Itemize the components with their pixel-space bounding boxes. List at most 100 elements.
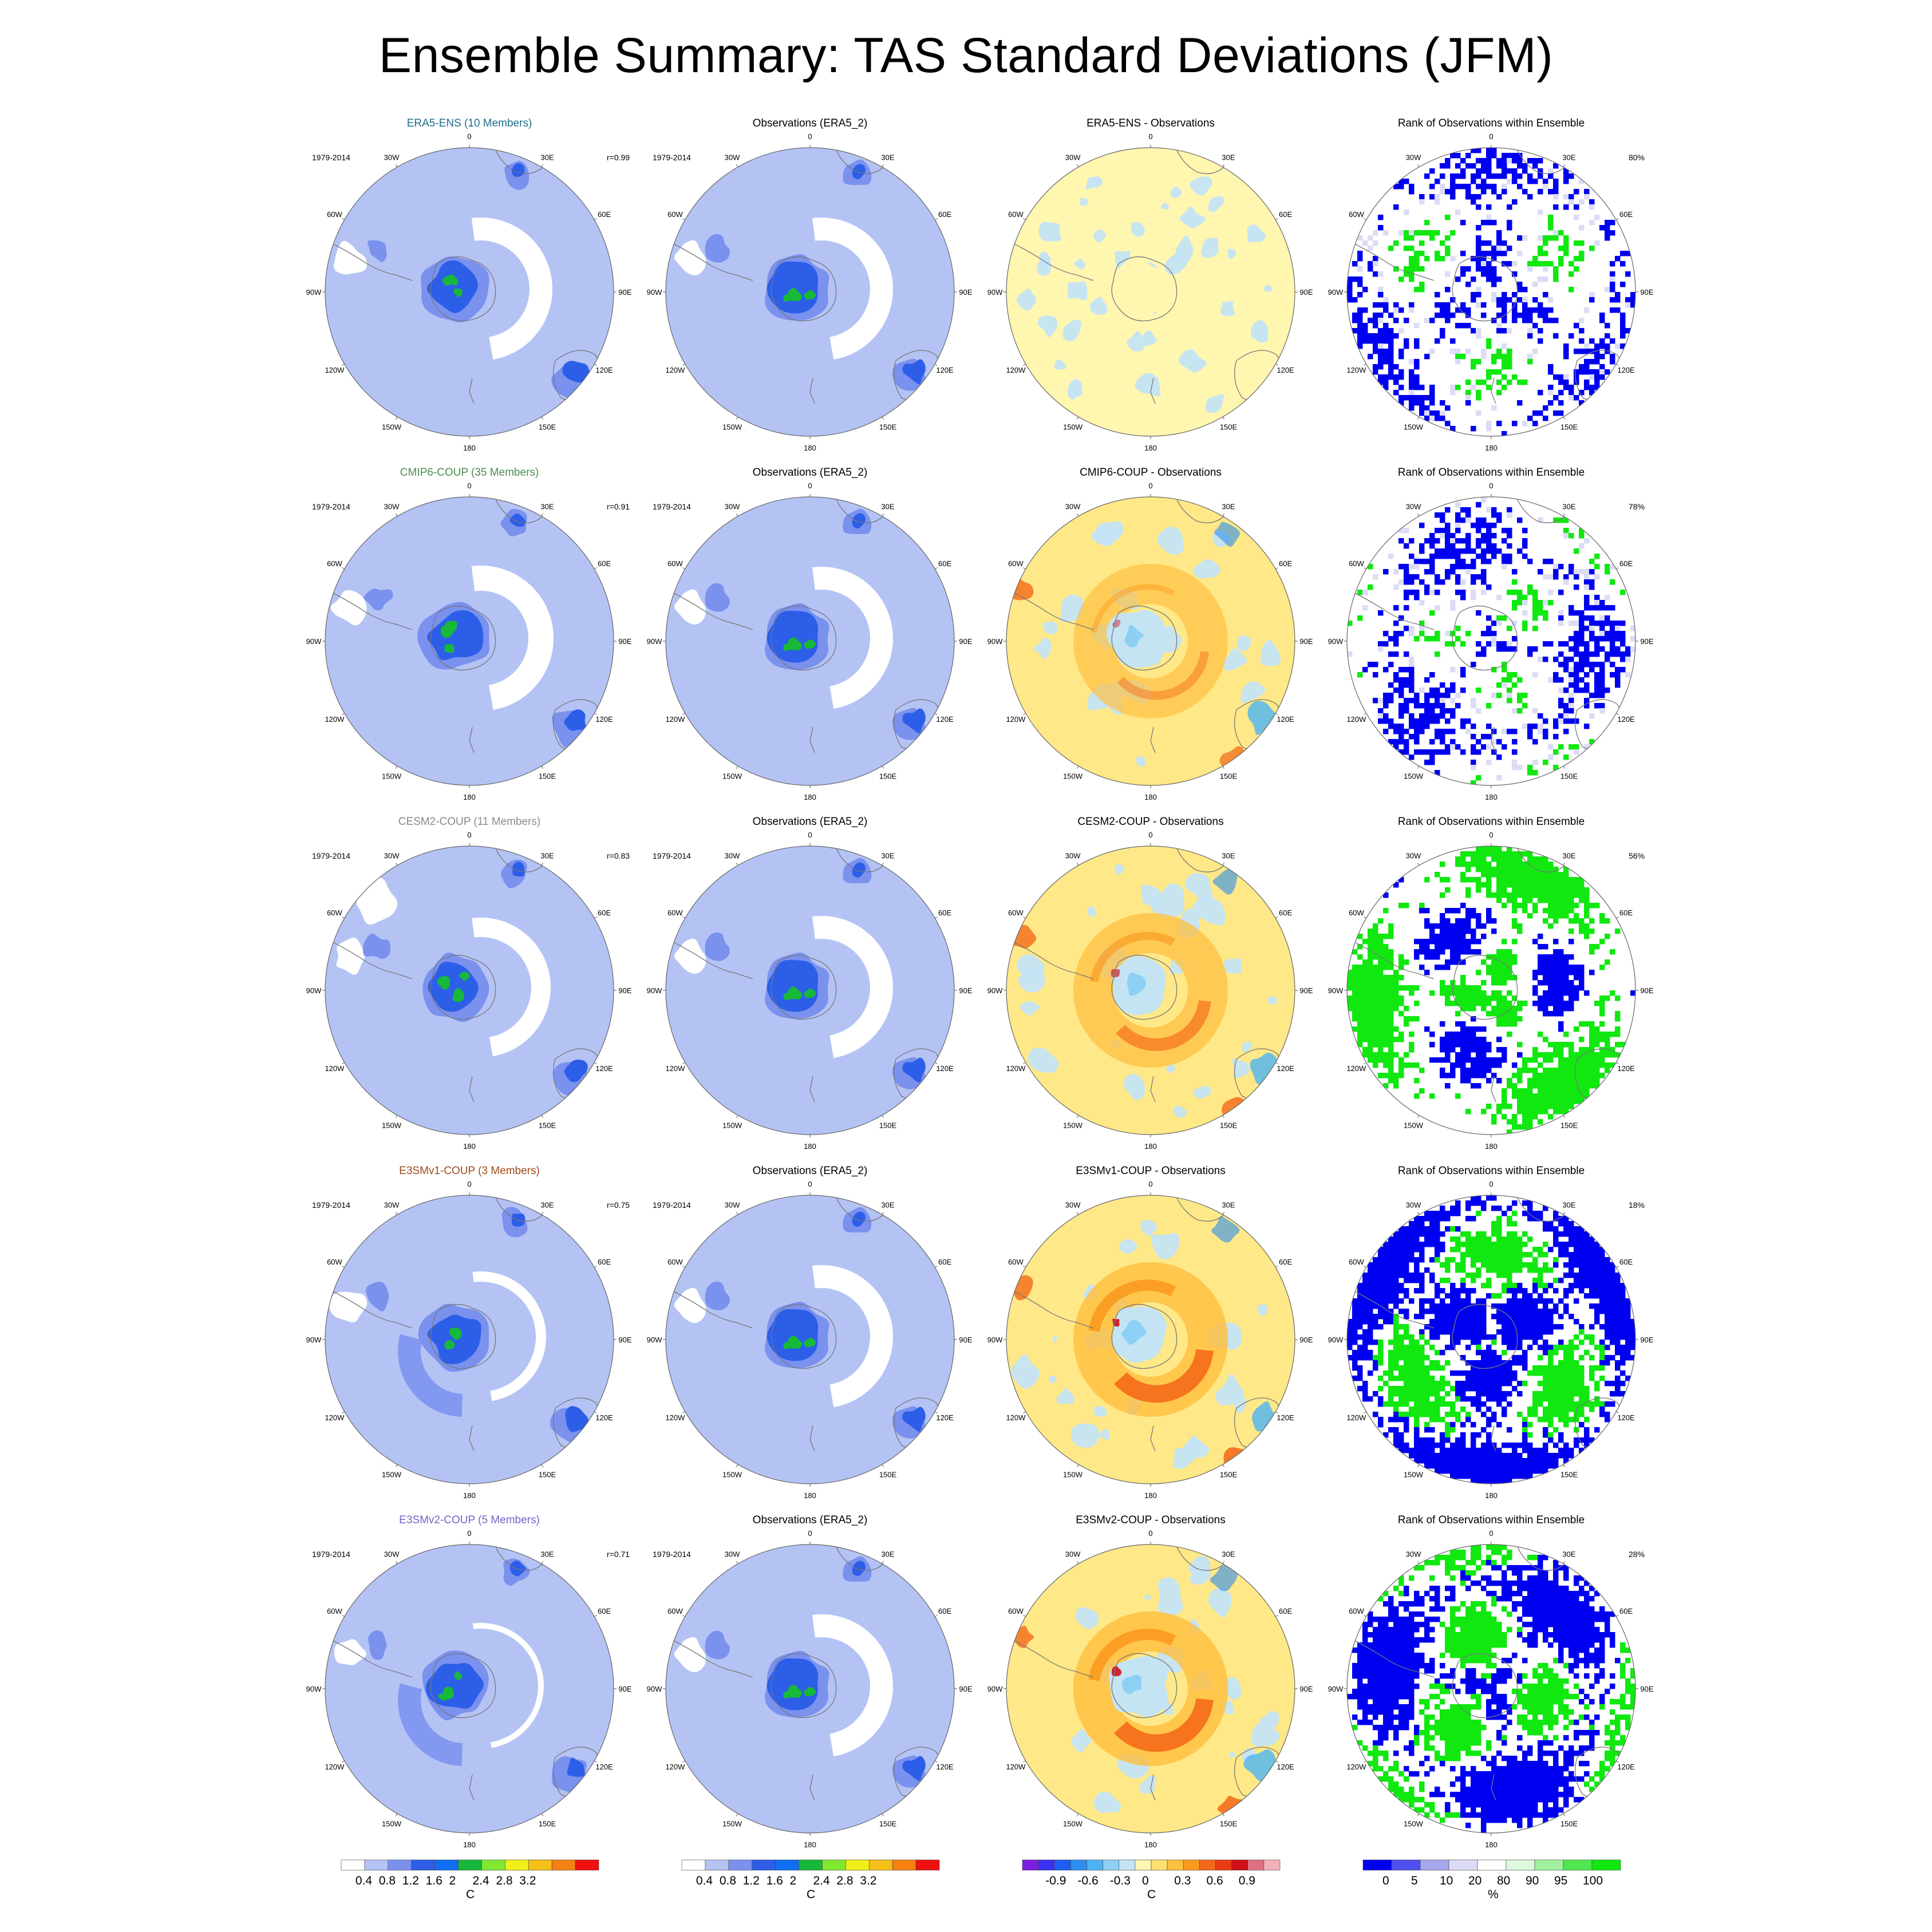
colorbar-swatch bbox=[705, 1859, 729, 1871]
longitude-label: 90E bbox=[618, 288, 631, 297]
longitude-label: 90W bbox=[1328, 288, 1344, 297]
longitude-label: 30W bbox=[725, 502, 740, 511]
colorbar-swatch bbox=[752, 1859, 776, 1871]
colorbar-tick-label: 0 bbox=[1142, 1874, 1149, 1887]
longitude-label: 120E bbox=[595, 1763, 613, 1771]
colorbar-swatch bbox=[551, 1859, 576, 1871]
colorbar: -0.9 -0.6 -0.3 0 0.3 0.6 0.9 C bbox=[1022, 1859, 1291, 1905]
rank-percent: 80% bbox=[1629, 153, 1645, 162]
longitude-label: 120E bbox=[1277, 1763, 1294, 1771]
colorbar-tick-label: 0.4 bbox=[355, 1874, 373, 1887]
longitude-label: 30E bbox=[540, 502, 554, 511]
colorbar-tick-label: -0.9 bbox=[1045, 1874, 1066, 1887]
longitude-label: 180 bbox=[804, 1840, 816, 1849]
longitude-label: 150E bbox=[1560, 423, 1578, 432]
longitude-label: 60W bbox=[667, 559, 683, 568]
longitude-label: 120W bbox=[1006, 1763, 1026, 1771]
longitude-label: 0 bbox=[1489, 1180, 1493, 1188]
rank-map-panel: Rank of Observations within Ensemble 28% 0… bbox=[1319, 1514, 1663, 1858]
colorbar-swatch bbox=[1199, 1859, 1216, 1871]
longitude-label: 120W bbox=[325, 715, 345, 724]
colorbar-swatch bbox=[505, 1859, 529, 1871]
longitude-label: 30W bbox=[1065, 502, 1081, 511]
polar-map: 0 30E 60E 90E 120E 150E 180 150W 120W 90W 60W 30W bbox=[647, 132, 973, 452]
longitude-label: 30W bbox=[384, 1200, 400, 1209]
longitude-label: 60E bbox=[1279, 1607, 1292, 1615]
rank-percent: 18% bbox=[1629, 1200, 1645, 1210]
longitude-label: 30W bbox=[384, 851, 400, 860]
longitude-label: 120E bbox=[936, 1064, 954, 1073]
colorbar-swatch bbox=[1231, 1859, 1249, 1871]
longitude-label: 120E bbox=[1617, 1413, 1635, 1422]
longitude-label: 0 bbox=[1148, 132, 1152, 141]
longitude-label: 30E bbox=[540, 1200, 554, 1209]
colorbar-tick-label: 1.2 bbox=[402, 1874, 419, 1887]
observations-panel-title: Observations (ERA5_2) bbox=[752, 117, 868, 129]
polar-map: 0 30E 60E 90E 120E 150E 180 150W 120W 90W 60W 30W bbox=[647, 1529, 973, 1849]
longitude-label: 180 bbox=[463, 444, 476, 452]
pattern-correlation: r=0.71 bbox=[607, 1550, 630, 1559]
longitude-label: 150W bbox=[1063, 1121, 1083, 1130]
rank-percent: 78% bbox=[1629, 502, 1645, 511]
longitude-label: 60W bbox=[327, 1258, 342, 1266]
period-label: 1979-2014 bbox=[312, 1550, 350, 1559]
longitude-label: 180 bbox=[1485, 793, 1498, 801]
longitude-label: 90E bbox=[1299, 986, 1313, 995]
longitude-label: 150W bbox=[382, 772, 402, 781]
rank-panel-title: Rank of Observations within Ensemble bbox=[1397, 1514, 1585, 1526]
longitude-label: 90E bbox=[618, 637, 631, 646]
longitude-label: 60W bbox=[667, 210, 683, 219]
longitude-label: 120W bbox=[1346, 1064, 1366, 1073]
colorbar-swatch bbox=[799, 1859, 823, 1871]
ensemble-map-panel: E3SMv1-COUP (3 Members) 1979-2014 r=0.75 0 3… bbox=[298, 1165, 641, 1508]
longitude-label: 0 bbox=[1148, 481, 1152, 490]
longitude-label: 120W bbox=[1346, 1413, 1366, 1422]
longitude-label: 90W bbox=[987, 637, 1003, 646]
longitude-label: 60E bbox=[938, 908, 951, 917]
colorbar-unit: C bbox=[466, 1888, 475, 1901]
longitude-label: 90W bbox=[647, 1685, 662, 1693]
longitude-label: 0 bbox=[1489, 132, 1493, 141]
longitude-label: 60W bbox=[1349, 1258, 1364, 1266]
longitude-label: 150W bbox=[382, 1820, 402, 1828]
longitude-label: 60W bbox=[1008, 1258, 1024, 1266]
longitude-label: 60W bbox=[667, 1607, 683, 1615]
longitude-label: 90W bbox=[1328, 637, 1344, 646]
colorbar-swatch bbox=[1215, 1859, 1232, 1871]
colorbar-swatch bbox=[1038, 1859, 1055, 1871]
longitude-label: 90W bbox=[647, 288, 662, 297]
colorbar-swatch bbox=[364, 1859, 389, 1871]
longitude-label: 30E bbox=[881, 851, 894, 860]
longitude-label: 0 bbox=[467, 132, 471, 141]
difference-panel-title: E3SMv2-COUP - Observations bbox=[1076, 1514, 1226, 1526]
longitude-label: 0 bbox=[467, 1529, 471, 1538]
polar-map: 0 30E 60E 90E 120E 150E 180 150W 120W 90W 60W 30W bbox=[647, 481, 973, 801]
longitude-label: 90E bbox=[1640, 1685, 1653, 1693]
rank-panel-title: Rank of Observations within Ensemble bbox=[1397, 467, 1585, 479]
longitude-label: 120E bbox=[595, 366, 613, 374]
ensemble-panel-title: E3SMv2-COUP (5 Members) bbox=[399, 1514, 540, 1526]
longitude-label: 150E bbox=[879, 1471, 897, 1479]
polar-map: 0 30E 60E 90E 120E 150E 180 150W 120W 90W 60W 30W bbox=[306, 132, 632, 452]
longitude-label: 150E bbox=[1220, 423, 1238, 432]
colorbar-swatches bbox=[341, 1859, 599, 1871]
figure-title: Ensemble Summary: TAS Standard Deviation… bbox=[378, 28, 1554, 83]
longitude-label: 60E bbox=[598, 1258, 611, 1266]
longitude-label: 30W bbox=[384, 502, 400, 511]
longitude-label: 120E bbox=[936, 1763, 954, 1771]
longitude-label: 0 bbox=[1489, 481, 1493, 490]
longitude-label: 30E bbox=[1562, 1200, 1575, 1209]
difference-map-panel: CESM2-COUP - Observations 0 30E 60E 90E 120E 1… bbox=[979, 816, 1322, 1159]
colorbar-swatch bbox=[1448, 1859, 1478, 1871]
colorbar-swatch bbox=[434, 1859, 459, 1871]
colorbar-swatch bbox=[1070, 1859, 1087, 1871]
period-label: 1979-2014 bbox=[312, 1200, 350, 1210]
longitude-label: 90E bbox=[1299, 288, 1313, 297]
longitude-label: 0 bbox=[808, 1529, 812, 1538]
longitude-label: 90E bbox=[959, 637, 972, 646]
longitude-label: 150W bbox=[1063, 423, 1083, 432]
longitude-label: 90W bbox=[306, 288, 322, 297]
longitude-label: 120E bbox=[1617, 1763, 1635, 1771]
longitude-label: 150W bbox=[722, 1471, 742, 1479]
longitude-label: 30E bbox=[1222, 502, 1235, 511]
